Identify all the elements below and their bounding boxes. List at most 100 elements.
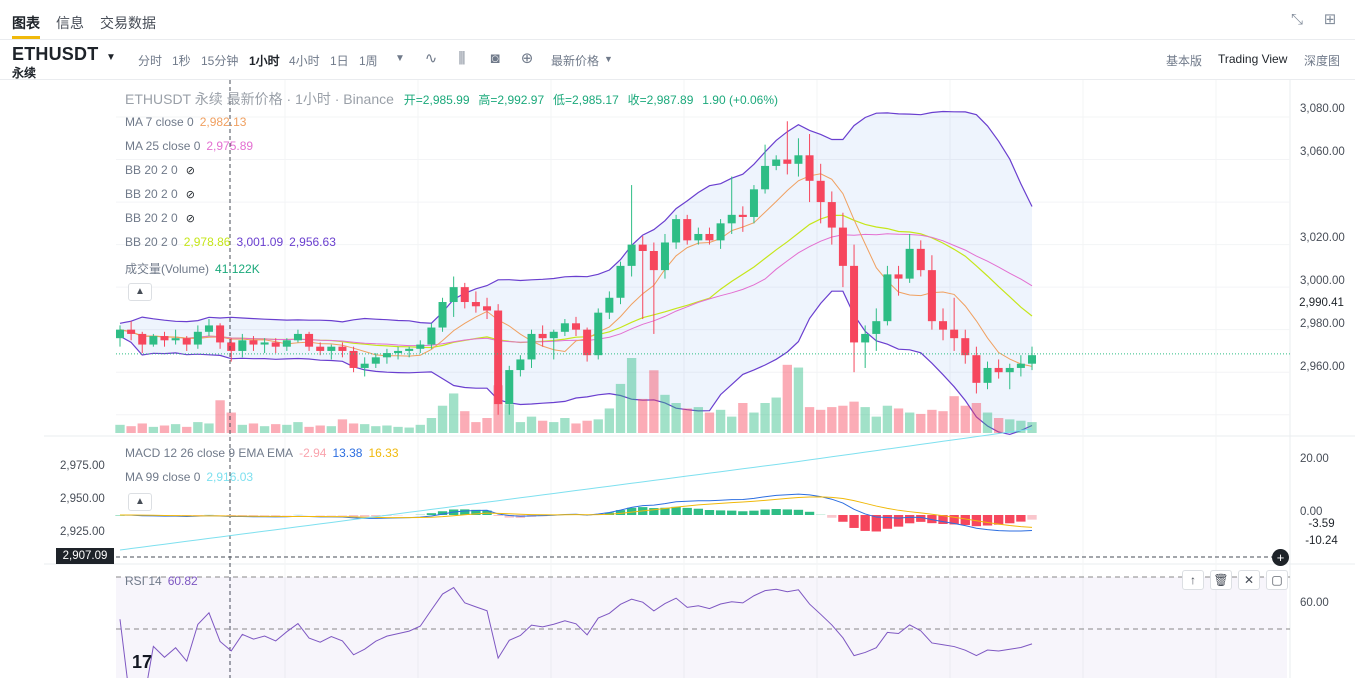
macd-histogram-bar [1027,515,1037,520]
legend-bb-hidden-1[interactable]: BB 20 2 0 ⊘ [125,163,195,177]
legend-volume[interactable]: 成交量(Volume) 41.122K [125,260,260,277]
ma7-value: 2,982.13 [199,115,247,129]
legend-ma25[interactable]: MA 25 close 0 2,975.89 [125,139,253,153]
price-type-select[interactable]: 最新价格 [551,54,600,68]
chart-title: ETHUSDT 永续 最新价格 · 1小时 · Binance [125,91,394,107]
volume-bar [471,422,481,433]
eye-off-icon[interactable]: ⊘ [185,165,195,177]
bb-hidden-label: BB 20 2 0 [125,163,178,177]
chart-type-icon[interactable]: ⫼ [458,50,466,67]
tab-info[interactable]: 信息 [56,15,84,31]
bb-hidden-label: BB 20 2 0 [125,187,178,201]
bollinger-upper-line [119,110,1033,324]
top-nav: 图表 信息 交易数据 ⤡ ⊞ [0,0,1355,40]
interval-1h[interactable]: 1小时 [249,54,280,68]
legend-ma7[interactable]: MA 7 close 0 2,982.13 [125,115,246,129]
bb-mid-price-label: 2,990.41 [1299,297,1344,309]
volume-bar [326,426,336,433]
rsi-line [119,586,1033,678]
volume-bar [738,403,748,433]
candle [605,297,614,313]
collapse-pane-button[interactable]: ✕ [1238,570,1260,590]
more-intervals-icon[interactable]: ▼ [395,53,405,64]
rsi-last-label: 39.94 [1307,648,1336,660]
volume-bar [938,411,948,433]
macd-histogram-bar [493,515,503,516]
move-pane-up-button[interactable]: ↑ [1182,570,1204,590]
macd-histogram-bar [259,515,270,516]
macd-histogram-bar [504,515,514,518]
interval-1d[interactable]: 1日 [330,54,349,68]
interval-4h[interactable]: 4小时 [289,54,320,68]
candle [115,329,125,339]
camera-icon[interactable]: ◙ [490,50,500,67]
candle [583,329,592,356]
legend-macd[interactable]: MACD 12 26 close 9 EMA EMA -2.94 13.38 16.3… [125,446,399,460]
ma99-label: MA 99 close 0 [125,470,201,484]
volume-bar [916,413,926,433]
view-tradingview[interactable]: Trading View [1218,52,1288,66]
interval-time[interactable]: 分时 [138,54,163,68]
volume-bar [482,418,492,433]
ma99-tick: 2,975.00 [60,460,105,472]
add-alert-icon[interactable]: + [1272,549,1289,566]
volume-bar [437,405,448,433]
candle [371,357,380,364]
candle [471,302,480,307]
delete-pane-button[interactable]: 🗑 [1210,570,1232,590]
volume-bar [704,412,715,433]
candle [349,350,358,368]
legend-bb-hidden-2[interactable]: BB 20 2 0 ⊘ [125,187,195,201]
tab-chart[interactable]: 图表 [12,15,40,31]
add-icon[interactable]: ⊕ [520,50,534,67]
volume-bar [793,367,804,433]
eye-off-icon[interactable]: ⊘ [185,189,195,201]
candle [916,248,925,271]
candle [950,329,959,339]
candle [338,346,347,351]
macd-histogram-bar [927,515,937,524]
candle [927,270,936,322]
bb-mid-value: 2,978.86 [183,235,231,249]
collapse-macd-legend-button[interactable]: ▲ [128,493,152,511]
collapse-icon[interactable]: ⤡ [1290,11,1303,28]
interval-15m[interactable]: 15分钟 [201,54,239,68]
legend-bb-hidden-3[interactable]: BB 20 2 0 ⊘ [125,211,195,225]
candle [416,344,425,349]
indicator-icon[interactable]: ∿ [424,50,438,67]
maximize-pane-button[interactable]: ▢ [1266,570,1288,590]
candle [1016,363,1025,368]
symbol-dropdown-icon[interactable]: ▼ [106,52,116,63]
volume-bar [1027,422,1037,433]
volume-bar [382,425,392,433]
candle [538,333,547,339]
bb-upper-value: 3,001.09 [236,235,284,249]
symbol-name[interactable]: ETHUSDT [12,44,99,64]
volume-bar [549,422,559,433]
candle [560,323,569,332]
macd-histogram-bar [760,509,770,515]
tab-trading-data[interactable]: 交易数据 [100,15,156,31]
eye-off-icon[interactable]: ⊘ [185,213,195,225]
view-basic[interactable]: 基本版 [1166,54,1203,68]
legend-bb[interactable]: BB 20 2 0 2,978.86 3,001.09 2,956.63 [125,235,336,249]
candle [505,370,514,405]
chart-canvas[interactable] [0,80,1355,678]
macd-histogram-bar [727,510,737,515]
price-type-caret-icon[interactable]: ▼ [604,54,613,64]
macd-histogram-bar [693,508,704,515]
view-depth[interactable]: 深度图 [1304,54,1341,68]
macd-histogram-bar [882,515,893,529]
legend-ma99[interactable]: MA 99 close 0 2,916.03 [125,470,253,484]
volume-bar [671,403,681,433]
rsi-value: 60.82 [167,574,198,588]
interval-1s[interactable]: 1秒 [172,54,191,68]
legend-rsi[interactable]: RSI 14 60.82 [125,574,198,588]
volume-last-label: 45.648K [1300,423,1343,435]
collapse-legend-button[interactable]: ▲ [128,283,152,301]
macd-histogram-bar [415,514,425,515]
candle [249,340,258,345]
volume-bar [882,405,893,433]
layout-grid-icon[interactable]: ⊞ [1323,11,1337,28]
interval-1w[interactable]: 1周 [359,54,378,68]
